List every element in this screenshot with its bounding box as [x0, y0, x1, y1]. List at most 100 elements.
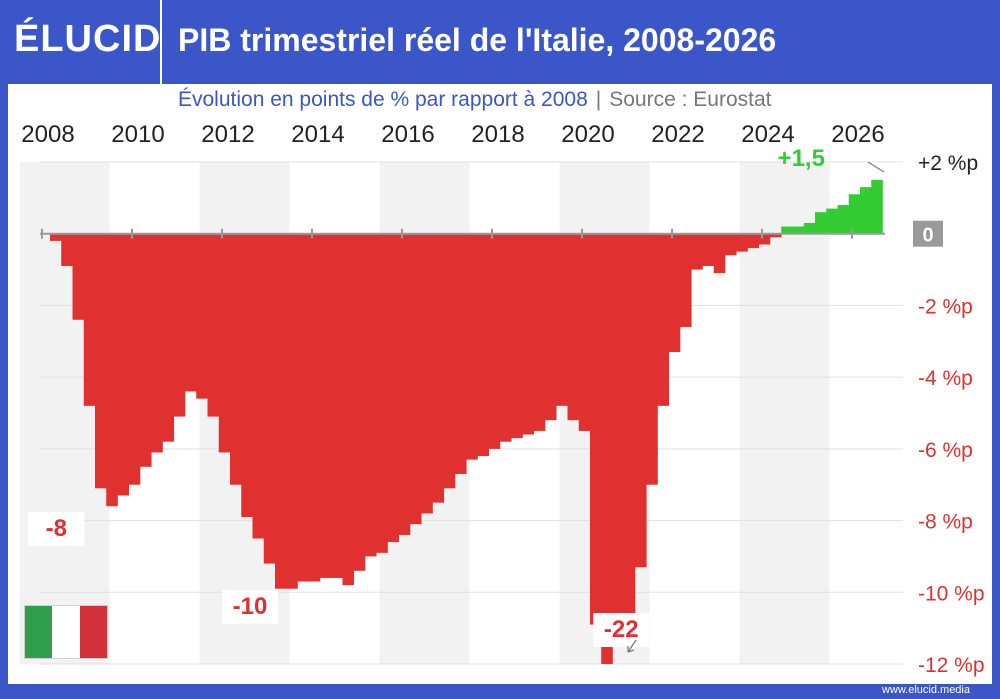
- bar: [207, 233, 220, 417]
- bar: [770, 233, 782, 238]
- bar: [365, 233, 377, 557]
- flag-stripe-red: [79, 606, 107, 658]
- subtitle-separator: |: [595, 88, 602, 111]
- annotation-label: -22: [604, 616, 639, 643]
- bar: [781, 226, 793, 234]
- bar: [162, 233, 175, 442]
- bar: [421, 233, 433, 514]
- bar: [860, 187, 872, 234]
- bar: [747, 233, 760, 249]
- bar: [578, 233, 591, 431]
- x-tick-label: 2010: [111, 121, 164, 148]
- header: ÉLUCID PIB trimestriel réel de l'Italie,…: [0, 0, 1000, 84]
- source-label: Source : Eurostat: [609, 88, 772, 111]
- bar: [297, 233, 310, 582]
- bar: [725, 233, 737, 256]
- flag-stripe-white: [52, 606, 80, 658]
- annotation-label: -8: [46, 515, 67, 542]
- bar: [567, 233, 580, 421]
- bar: [533, 233, 546, 431]
- bar: [387, 233, 400, 543]
- annotation-bg: [593, 613, 650, 647]
- bar: [545, 233, 557, 421]
- y-tick-label: 0: [922, 225, 933, 247]
- bar: [691, 233, 703, 270]
- flag-stripe-green: [25, 606, 53, 658]
- x-tick-label: 2008: [21, 121, 74, 148]
- x-tick-label: 2022: [651, 121, 704, 148]
- x-tick-label: 2012: [201, 121, 254, 148]
- bar: [522, 233, 535, 435]
- bar: [826, 208, 838, 234]
- bar: [635, 233, 647, 568]
- bar: [432, 233, 445, 503]
- bar: [815, 212, 827, 234]
- bar: [455, 233, 467, 474]
- bar: [871, 179, 883, 234]
- bar: [263, 233, 276, 564]
- y-tick-label: -2 %p: [918, 295, 973, 318]
- italy-flag-icon: [24, 605, 108, 659]
- bar: [511, 233, 523, 439]
- bar: [376, 233, 388, 553]
- bar: [837, 205, 850, 234]
- annotation-bg: [28, 512, 85, 546]
- bar: [173, 233, 186, 417]
- bar: [736, 233, 748, 252]
- bar: [342, 233, 355, 586]
- footer-url[interactable]: www.elucid.media: [881, 684, 970, 696]
- bar: [668, 233, 681, 353]
- bar: [500, 233, 512, 442]
- bar: [353, 233, 366, 571]
- bar: [680, 233, 692, 327]
- bar: [646, 233, 658, 485]
- bar: [61, 233, 73, 266]
- bar: [320, 233, 332, 578]
- bar: [792, 226, 805, 234]
- bar: [275, 233, 287, 589]
- elucid-logo[interactable]: ÉLUCID: [14, 18, 162, 60]
- bar: [218, 233, 231, 453]
- x-tick-label: 2018: [471, 121, 524, 148]
- annotation-label: +1,5: [778, 145, 825, 172]
- bar: [83, 233, 96, 406]
- bar: [140, 233, 152, 467]
- header-divider: [160, 0, 162, 84]
- bar: [848, 194, 861, 234]
- y-tick-label: -12 %p: [918, 654, 985, 677]
- y-tick-label: +2 %p: [918, 152, 978, 175]
- bar: [331, 233, 343, 578]
- bar: [410, 233, 422, 525]
- chart-subtitle: Évolution en points de % par rapport à 2…: [178, 88, 772, 112]
- annotation-label: -10: [233, 593, 268, 620]
- bar: [466, 233, 478, 460]
- bar: [72, 233, 85, 320]
- subtitle-text: Évolution en points de % par rapport à 2…: [178, 88, 588, 111]
- bar: [95, 233, 107, 489]
- bar: [117, 233, 130, 496]
- x-tick-label: 2016: [381, 121, 434, 148]
- bar: [488, 233, 501, 449]
- annotation-pointer: [627, 639, 637, 653]
- bar: [128, 233, 141, 485]
- bar: [657, 233, 670, 406]
- x-tick-label: 2024: [741, 121, 794, 148]
- bar: [623, 233, 636, 621]
- bar: [241, 233, 253, 517]
- bar: [477, 233, 490, 457]
- bar: [106, 233, 118, 507]
- bar: [612, 233, 625, 629]
- bar: [252, 233, 265, 539]
- y-tick-label: -10 %p: [918, 582, 985, 605]
- annotation-bg: [222, 590, 278, 624]
- x-tick-label: 2026: [831, 121, 884, 148]
- bar: [556, 233, 568, 406]
- bar: [803, 222, 816, 234]
- bar: [151, 233, 163, 453]
- bar: [308, 233, 321, 582]
- annotation-pointer: [867, 161, 885, 173]
- bar: [713, 233, 726, 274]
- bar: [590, 233, 602, 625]
- bar: [702, 233, 715, 266]
